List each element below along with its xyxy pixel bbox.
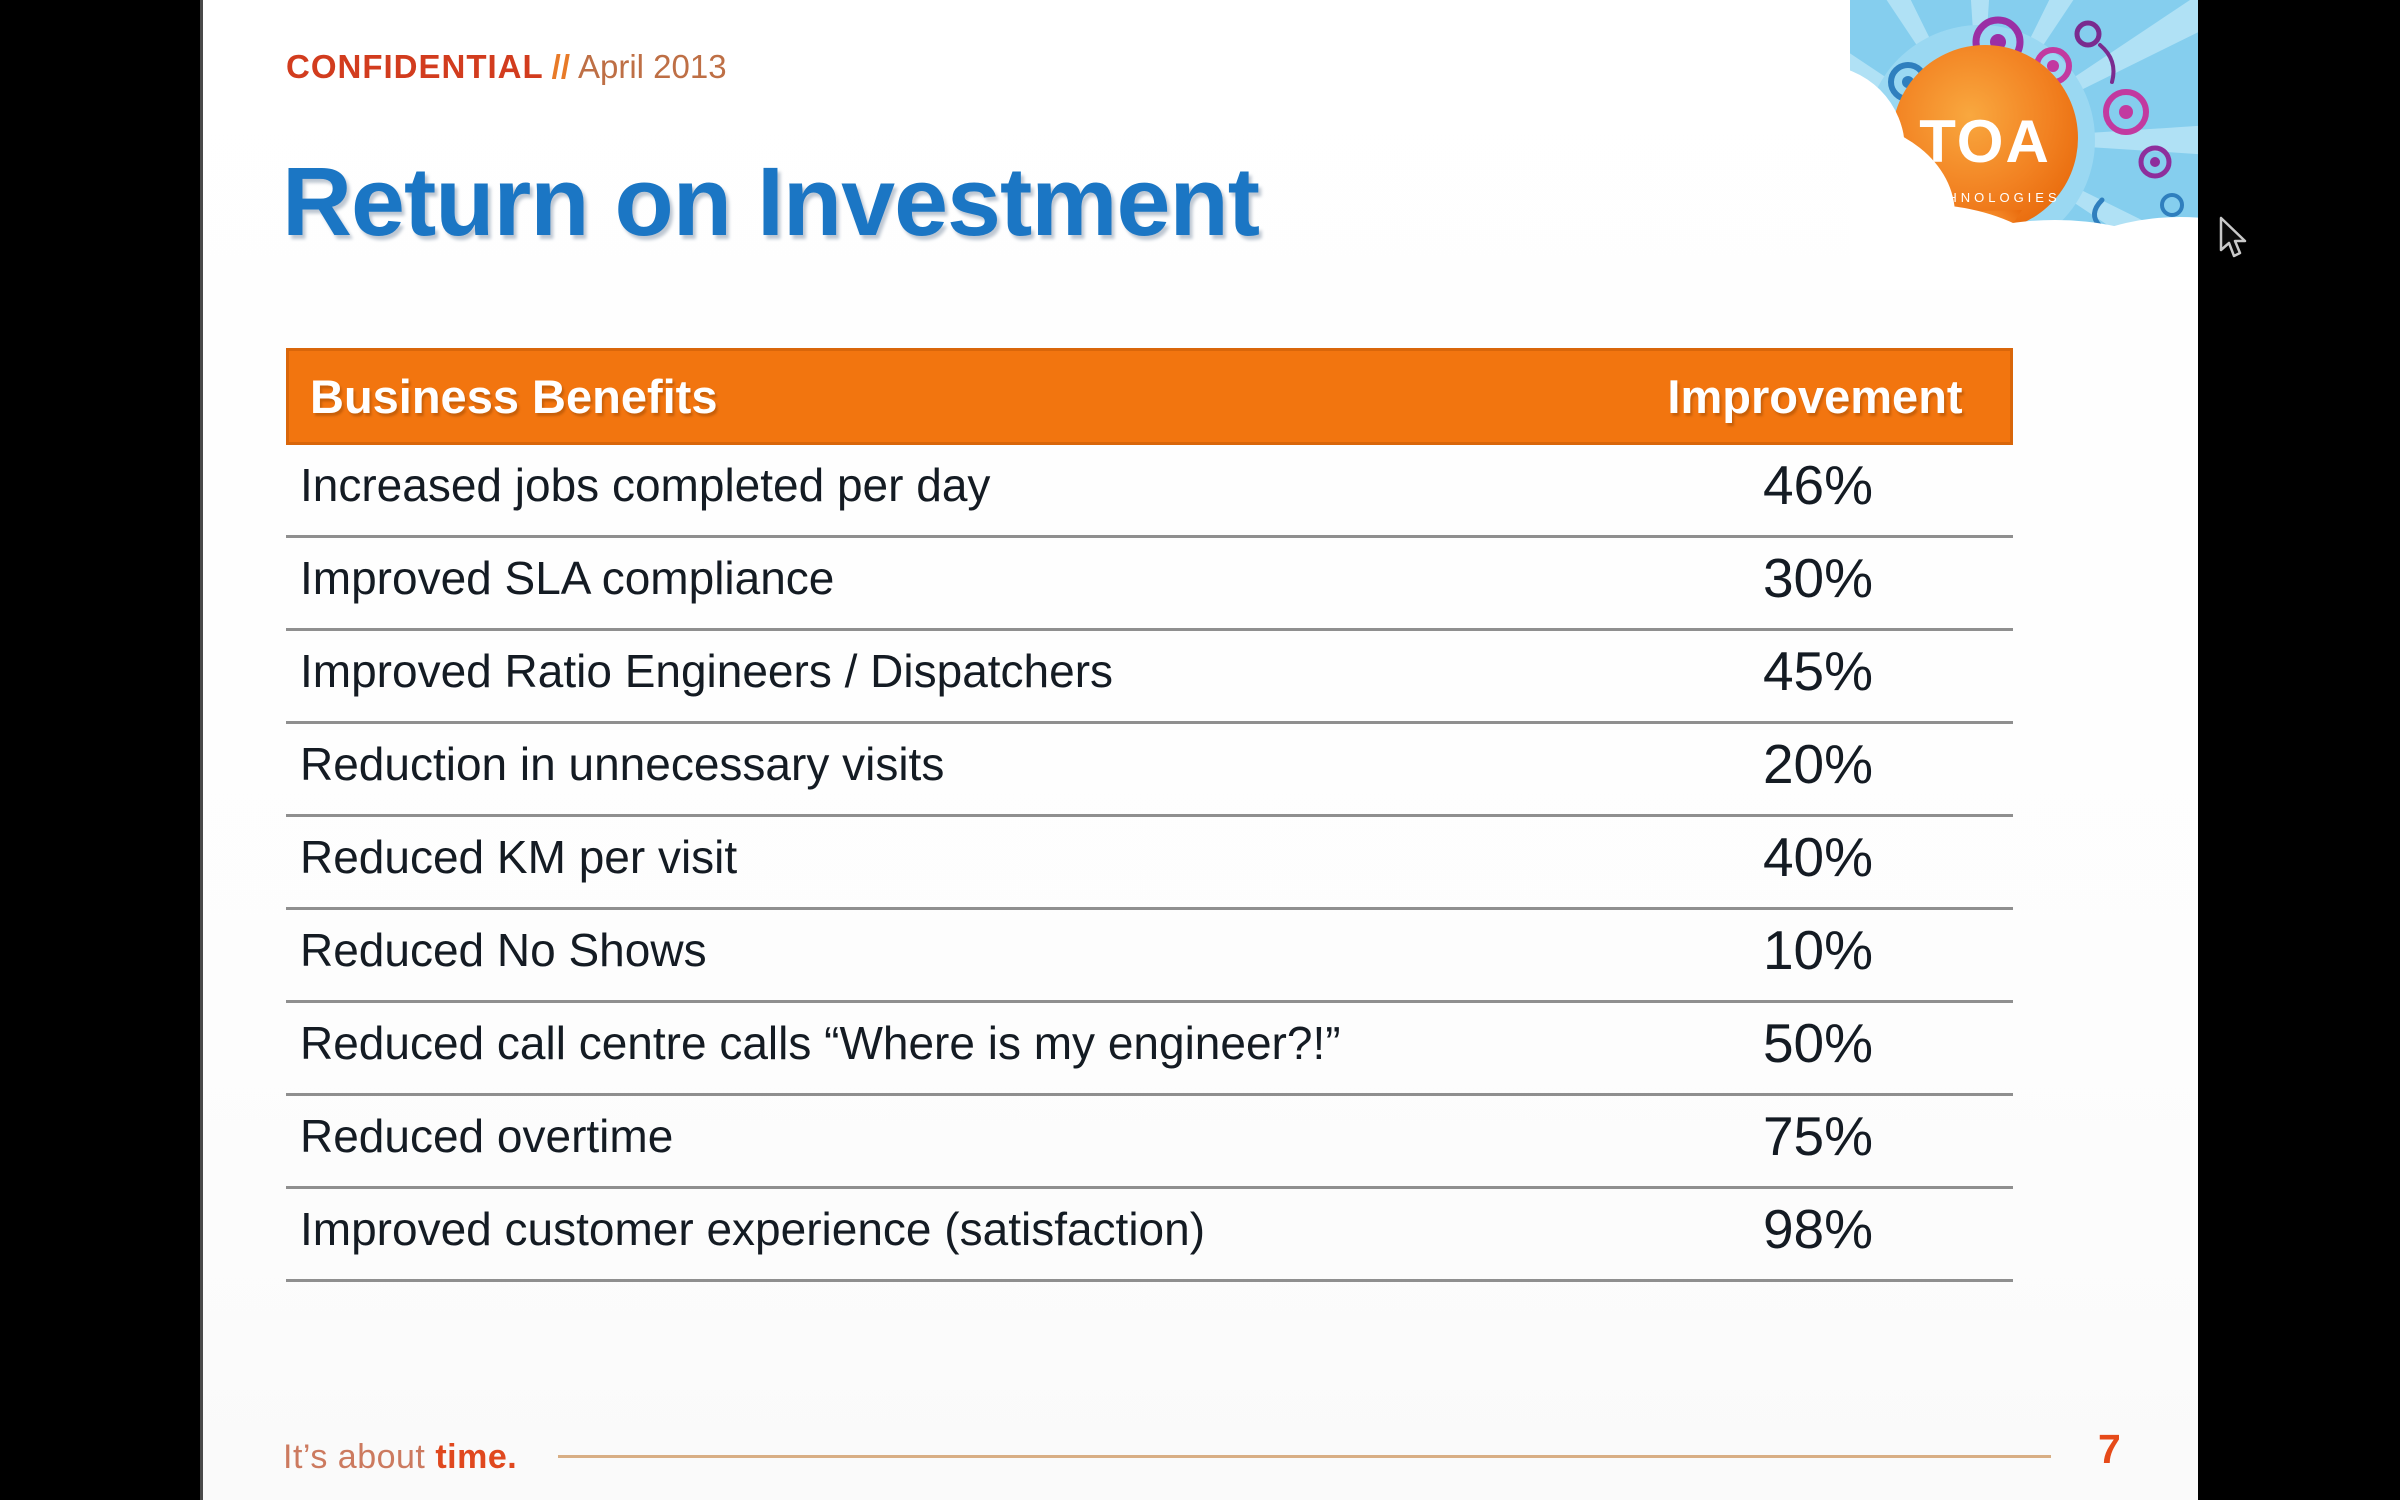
footer-rule — [558, 1455, 2051, 1458]
table-row: Improved SLA compliance 30% — [286, 538, 2013, 631]
benefits-table: Business Benefits Improvement Increased … — [286, 348, 2013, 1282]
tagline: It’s about time. — [283, 1438, 517, 1477]
row-value: 50% — [1762, 1012, 1874, 1074]
table-row: Reduced overtime 75% — [286, 1096, 2013, 1189]
mouse-cursor — [2219, 216, 2247, 258]
slash-separator: // — [551, 48, 570, 85]
row-label: Reduced overtime — [300, 1110, 674, 1162]
slide-title: Return on Investment — [282, 147, 1260, 256]
table-row: Reduced No Shows 10% — [286, 910, 2013, 1003]
confidential-banner: CONFIDENTIAL//April 2013 — [286, 50, 727, 83]
table-row: Improved Ratio Engineers / Dispatchers 4… — [286, 631, 2013, 724]
toa-technologies-logo: TOA TECHNOLOGIES — [1850, 0, 2198, 290]
row-label: Increased jobs completed per day — [300, 459, 991, 511]
table-row: Increased jobs completed per day 46% — [286, 445, 2013, 538]
row-label: Improved customer experience (satisfacti… — [300, 1203, 1206, 1255]
row-value: 40% — [1762, 826, 1874, 888]
row-label: Reduced call centre calls “Where is my e… — [300, 1017, 1341, 1069]
row-value: 10% — [1762, 919, 1874, 981]
row-value: 75% — [1762, 1105, 1874, 1167]
confidential-label: CONFIDENTIAL — [286, 48, 544, 85]
row-value: 45% — [1762, 640, 1874, 702]
row-value: 30% — [1762, 547, 1874, 609]
table-row: Reduced call centre calls “Where is my e… — [286, 1003, 2013, 1096]
row-value: 20% — [1762, 733, 1874, 795]
table-row: Improved customer experience (satisfacti… — [286, 1189, 2013, 1282]
letterbox-left — [0, 0, 200, 1500]
tagline-light-part: It’s about — [283, 1438, 426, 1476]
row-value: 46% — [1762, 454, 1874, 516]
table-row: Reduced KM per visit 40% — [286, 817, 2013, 910]
row-label: Improved Ratio Engineers / Dispatchers — [300, 645, 1114, 697]
row-label: Improved SLA compliance — [300, 552, 835, 604]
slide: CONFIDENTIAL//April 2013 Return on Inves… — [200, 0, 2198, 1500]
row-value: 98% — [1762, 1198, 1874, 1260]
row-label: Reduced KM per visit — [300, 831, 738, 883]
date-label: April 2013 — [578, 48, 727, 85]
tagline-bold-part: time. — [435, 1438, 518, 1476]
row-label: Reduced No Shows — [300, 924, 707, 976]
table-row: Reduction in unnecessary visits 20% — [286, 724, 2013, 817]
table-header-improvement: Improvement — [1667, 370, 1963, 423]
page-number: 7 — [2098, 1426, 2121, 1472]
row-label: Reduction in unnecessary visits — [300, 738, 945, 790]
table-header-business-benefits: Business Benefits — [310, 370, 718, 423]
logo-brand-text: TOA — [1919, 108, 2051, 175]
cloud-shapes — [1850, 70, 2198, 290]
table-header-row: Business Benefits Improvement — [286, 348, 2013, 445]
